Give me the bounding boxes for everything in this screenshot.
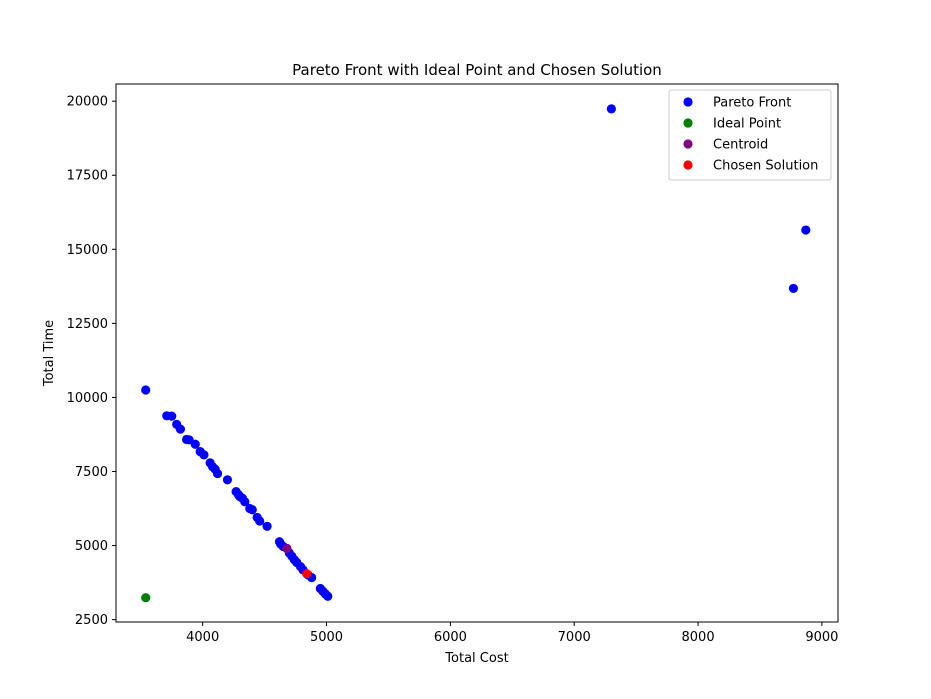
y-tick-label: 15000 [67, 243, 108, 258]
pareto-front-point [240, 497, 250, 507]
y-tick-label: 7500 [75, 465, 108, 480]
y-tick-label: 5000 [75, 539, 108, 554]
pareto-front-point [788, 283, 799, 294]
y-tick-label: 12500 [67, 317, 108, 332]
pareto-front-point [175, 424, 185, 434]
y-tick-label: 20000 [67, 95, 108, 110]
chosen-solution-point [302, 569, 312, 579]
x-tick-label: 9000 [805, 630, 838, 645]
x-axis-label: Total Cost [444, 651, 508, 666]
x-tick-label: 4000 [186, 630, 219, 645]
pareto-front-point [222, 475, 233, 485]
legend-marker-pareto-front [683, 97, 693, 107]
y-tick-label: 10000 [67, 391, 108, 406]
legend-label-centroid: Centroid [713, 138, 768, 153]
chart-title: Pareto Front with Ideal Point and Chosen… [292, 61, 662, 79]
pareto-front-point [323, 591, 333, 601]
plot-frame [115, 83, 839, 623]
legend-box [668, 89, 832, 181]
legend-label-ideal-point: Ideal Point [713, 117, 781, 132]
x-axis: 4000 5000 6000 7000 8000 9000 [186, 622, 838, 645]
plot-marks [141, 104, 811, 603]
y-tick-label: 2500 [75, 613, 108, 628]
pareto-front-point [167, 411, 177, 421]
pareto-front-point [801, 225, 811, 235]
legend-label-chosen-solution: Chosen Solution [713, 159, 818, 174]
pareto-front-point [199, 450, 209, 460]
x-tick-label: 6000 [434, 630, 467, 645]
x-tick-label: 8000 [682, 630, 715, 645]
centroid-point [282, 543, 292, 554]
y-axis-label: Total Time [42, 320, 57, 387]
legend-marker-chosen-solution [683, 160, 693, 170]
y-tick-label: 17500 [67, 169, 108, 184]
legend-label-pareto-front: Pareto Front [713, 96, 791, 111]
legend: Pareto Front Ideal Point Centroid Chosen So… [668, 89, 832, 181]
pareto-front-point [255, 516, 265, 526]
pareto-front-point [262, 521, 272, 531]
pareto-front-point [141, 385, 151, 395]
legend-marker-centroid [683, 139, 693, 149]
pareto-front-point [606, 104, 616, 114]
pareto-front-point [190, 439, 200, 449]
legend-marker-ideal-point [683, 118, 693, 128]
y-axis: 2500 5000 7500 10000 12500 15000 17500 20000 [67, 95, 116, 628]
x-tick-label: 5000 [310, 630, 343, 645]
ideal-point-point [141, 593, 151, 603]
pareto-front-point [212, 468, 223, 479]
pareto-front-point [247, 505, 257, 515]
x-tick-label: 7000 [558, 630, 591, 645]
